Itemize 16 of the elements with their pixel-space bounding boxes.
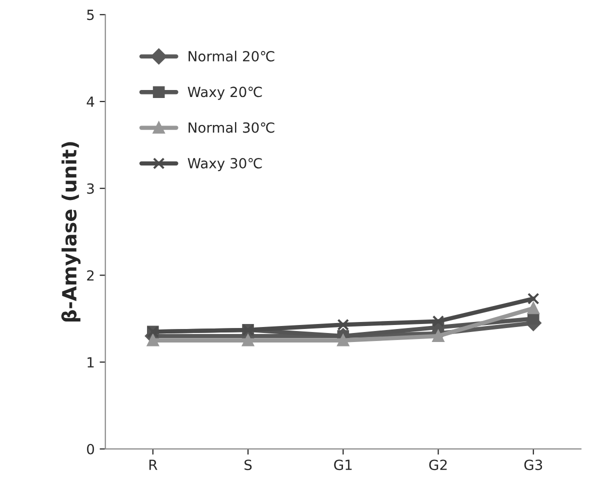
x-tick-label: S — [244, 460, 252, 470]
x-tick-label: G1 — [334, 460, 352, 470]
legend-label: Normal 30℃ — [188, 122, 274, 133]
legend-label: Waxy 20℃ — [188, 86, 262, 100]
y-tick-label: 4 — [86, 96, 94, 107]
y-tick-label: 2 — [87, 270, 94, 281]
y-tick-label: 0 — [87, 444, 94, 454]
legend-label: Waxy 30℃ — [188, 158, 262, 172]
x-tick-label: R — [149, 460, 158, 470]
x-tick-label: G3 — [524, 460, 542, 470]
legend-label: Normal 20℃ — [188, 50, 274, 62]
y-tick-label: 3 — [87, 183, 94, 194]
y-tick-label: 5 — [87, 10, 94, 20]
y-tick-label: 1 — [88, 357, 94, 368]
x-tick-label: G2 — [429, 460, 447, 470]
y-axis-title: β-Amylase (unit) — [61, 142, 81, 322]
